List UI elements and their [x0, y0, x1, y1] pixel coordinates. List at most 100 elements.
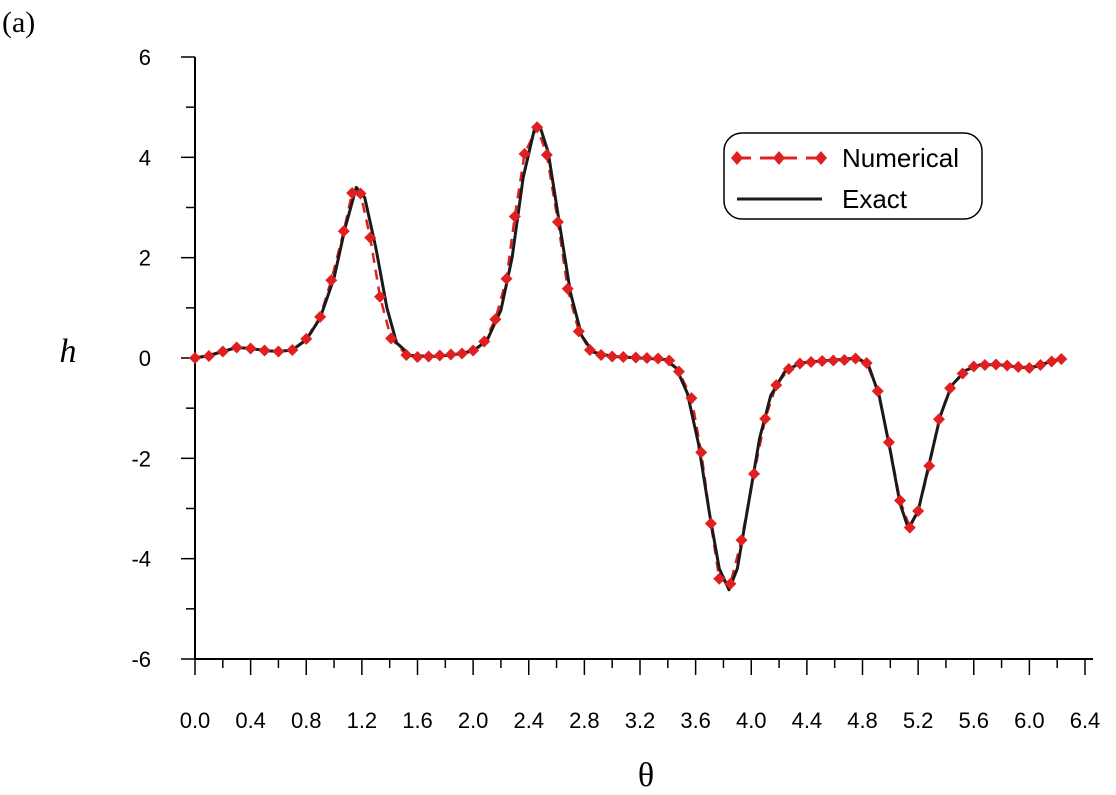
numerical-point: [882, 436, 895, 449]
numerical-point: [912, 505, 925, 518]
y-axis-title: h: [60, 333, 77, 370]
plot-area: [189, 121, 1068, 592]
numerical-point: [956, 367, 969, 380]
numerical-point: [244, 342, 257, 355]
numerical-point: [1034, 359, 1047, 372]
numerical-point: [518, 147, 531, 160]
x-tick-label: 3.6: [680, 708, 711, 733]
legend-exact-label: Exact: [842, 184, 908, 214]
numerical-point: [932, 413, 945, 426]
numerical-point: [346, 186, 359, 199]
y-tick-label: -2: [131, 446, 151, 471]
numerical-point: [617, 350, 630, 363]
numerical-point: [860, 357, 873, 370]
numerical-point: [849, 352, 862, 365]
numerical-point: [500, 272, 513, 285]
panel-label: (a): [2, 6, 35, 39]
numerical-point: [640, 352, 653, 364]
numerical-point: [572, 325, 585, 338]
numerical-point: [685, 392, 698, 405]
x-tick-label: 1.6: [402, 708, 433, 733]
numerical-point: [583, 343, 596, 356]
numerical-point: [923, 459, 936, 472]
numerical-point: [1023, 362, 1036, 375]
numerical-point: [903, 521, 916, 534]
legend: Numerical Exact: [723, 132, 983, 220]
numerical-point: [944, 382, 957, 395]
y-ticks: 6 4 2 0 -2 -4 -6: [131, 45, 195, 672]
numerical-point: [258, 344, 271, 357]
numerical-point: [663, 354, 676, 367]
numerical-point: [652, 352, 665, 365]
x-ticks: 0.0 0.4 0.8 1.2 1.6 2.0 2.4 2.8 3.2 3.6 4.0 4.4 4.8 5…: [180, 659, 1101, 733]
y-tick-label: -6: [131, 647, 151, 672]
x-tick-label: 4.8: [847, 708, 878, 733]
legend-numerical-marker: [773, 151, 785, 165]
numerical-point: [551, 216, 564, 229]
numerical-point: [444, 348, 457, 361]
x-axis-title: θ: [638, 757, 654, 794]
x-tick-label: 2.8: [569, 708, 600, 733]
numerical-point: [314, 310, 327, 323]
legend-numerical-marker: [815, 151, 827, 165]
x-tick-label: 5.2: [903, 708, 934, 733]
numerical-point: [672, 365, 685, 378]
numerical-point: [793, 357, 806, 370]
numerical-point: [695, 446, 708, 459]
numerical-point: [189, 352, 201, 364]
numerical-point: [748, 467, 761, 480]
numerical-point: [629, 351, 642, 364]
numerical-point: [422, 350, 435, 363]
numerical-point: [713, 572, 726, 585]
x-tick-label: 4.4: [792, 708, 823, 733]
legend-numerical-marker: [731, 151, 743, 165]
numerical-point: [467, 344, 480, 357]
numerical-point: [770, 379, 783, 392]
numerical-point: [1055, 353, 1068, 366]
numerical-point: [531, 121, 544, 134]
numerical-point: [411, 350, 424, 363]
numerical-point: [805, 356, 818, 369]
numerical-point: [385, 332, 398, 345]
x-tick-label: 5.6: [958, 708, 989, 733]
x-tick-label: 0.8: [291, 708, 322, 733]
numerical-point: [704, 517, 717, 530]
numerical-point: [325, 274, 338, 287]
x-tick-label: 4.0: [736, 708, 767, 733]
numerical-point: [364, 231, 377, 244]
numerical-point: [967, 360, 980, 373]
y-tick-label: 0: [139, 346, 151, 371]
numerical-point: [1045, 355, 1058, 368]
x-tick-label: 6.4: [1070, 708, 1101, 733]
numerical-point: [216, 345, 229, 358]
numerical-point: [978, 359, 991, 372]
numerical-point: [816, 355, 829, 368]
numerical-point: [827, 354, 840, 367]
numerical-point: [540, 148, 553, 161]
numerical-point: [894, 494, 907, 507]
numerical-point: [724, 577, 737, 590]
numerical-point: [508, 210, 521, 223]
numerical-point: [286, 343, 299, 356]
numerical-point: [337, 225, 350, 238]
numerical-point: [595, 348, 608, 361]
y-tick-label: 2: [139, 246, 151, 271]
numerical-point: [230, 341, 243, 354]
y-tick-label: 4: [139, 145, 151, 170]
numerical-point: [990, 358, 1002, 371]
numerical-point: [735, 534, 748, 547]
numerical-point: [400, 348, 413, 361]
numerical-point: [354, 187, 367, 200]
numerical-point: [456, 347, 468, 360]
numerical-point: [759, 412, 772, 425]
x-tick-label: 1.2: [347, 708, 378, 733]
numerical-point: [561, 282, 574, 295]
x-tick-label: 3.2: [625, 708, 656, 733]
numerical-point: [478, 335, 491, 348]
x-tick-label: 2.0: [458, 708, 489, 733]
numerical-point: [838, 354, 851, 367]
numerical-point: [300, 332, 313, 345]
x-tick-label: 6.0: [1014, 708, 1045, 733]
numerical-point: [373, 290, 386, 303]
